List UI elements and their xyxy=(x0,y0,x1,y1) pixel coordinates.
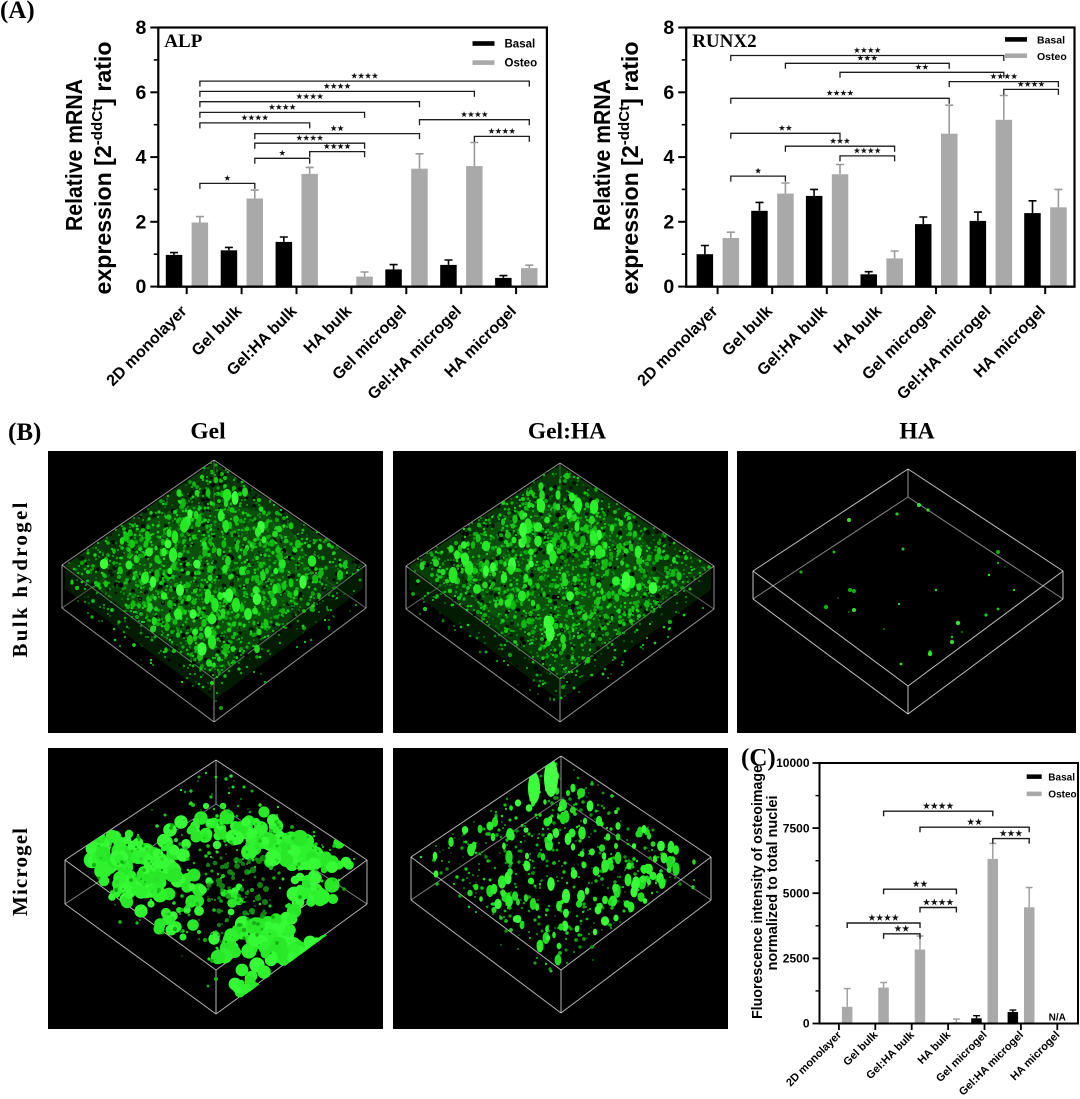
svg-text:8: 8 xyxy=(663,17,674,39)
svg-text:Gel bulk: Gel bulk xyxy=(719,303,776,360)
svg-text:2: 2 xyxy=(663,211,674,233)
svg-text:Gel:HA: Gel:HA xyxy=(528,419,606,445)
svg-text:6: 6 xyxy=(663,82,674,104)
svg-text:HA bulk: HA bulk xyxy=(831,303,885,357)
svg-text:2D monolayer: 2D monolayer xyxy=(635,303,722,390)
svg-text:Gel: Gel xyxy=(190,419,226,445)
svg-text:2: 2 xyxy=(135,211,146,233)
svg-text:Relative mRNA: Relative mRNA xyxy=(61,79,87,231)
svg-text:2D monolayer: 2D monolayer xyxy=(104,303,191,390)
svg-text:Bulk hydrogel: Bulk hydrogel xyxy=(8,502,32,657)
svg-text:expression [2-ddCt] ratio: expression [2-ddCt] ratio xyxy=(616,42,643,295)
svg-text:HA: HA xyxy=(899,419,934,445)
svg-text:0: 0 xyxy=(135,276,146,298)
svg-text:Microgel: Microgel xyxy=(8,828,32,916)
svg-text:6: 6 xyxy=(135,82,146,104)
svg-text:(B): (B) xyxy=(8,419,41,446)
svg-text:Gel bulk: Gel bulk xyxy=(189,303,246,360)
svg-text:Basal: Basal xyxy=(505,39,536,51)
svg-text:expression [2-ddCt] ratio: expression [2-ddCt] ratio xyxy=(89,42,116,295)
svg-text:Basal: Basal xyxy=(1037,35,1065,47)
svg-text:Gel:HA microgel: Gel:HA microgel xyxy=(365,303,465,403)
svg-text:4: 4 xyxy=(135,147,146,169)
svg-text:Gel:HA microgel: Gel:HA microgel xyxy=(894,303,994,403)
svg-text:(A): (A) xyxy=(0,0,35,24)
svg-text:0: 0 xyxy=(663,276,674,298)
svg-text:ALP: ALP xyxy=(164,31,202,52)
svg-text:HA bulk: HA bulk xyxy=(301,303,355,357)
svg-text:Osteo: Osteo xyxy=(1037,51,1067,63)
svg-text:4: 4 xyxy=(663,147,674,169)
svg-text:8: 8 xyxy=(135,17,146,39)
svg-text:Osteo: Osteo xyxy=(505,58,538,70)
svg-text:Relative mRNA: Relative mRNA xyxy=(589,79,615,231)
svg-text:RUNX2: RUNX2 xyxy=(692,31,756,52)
